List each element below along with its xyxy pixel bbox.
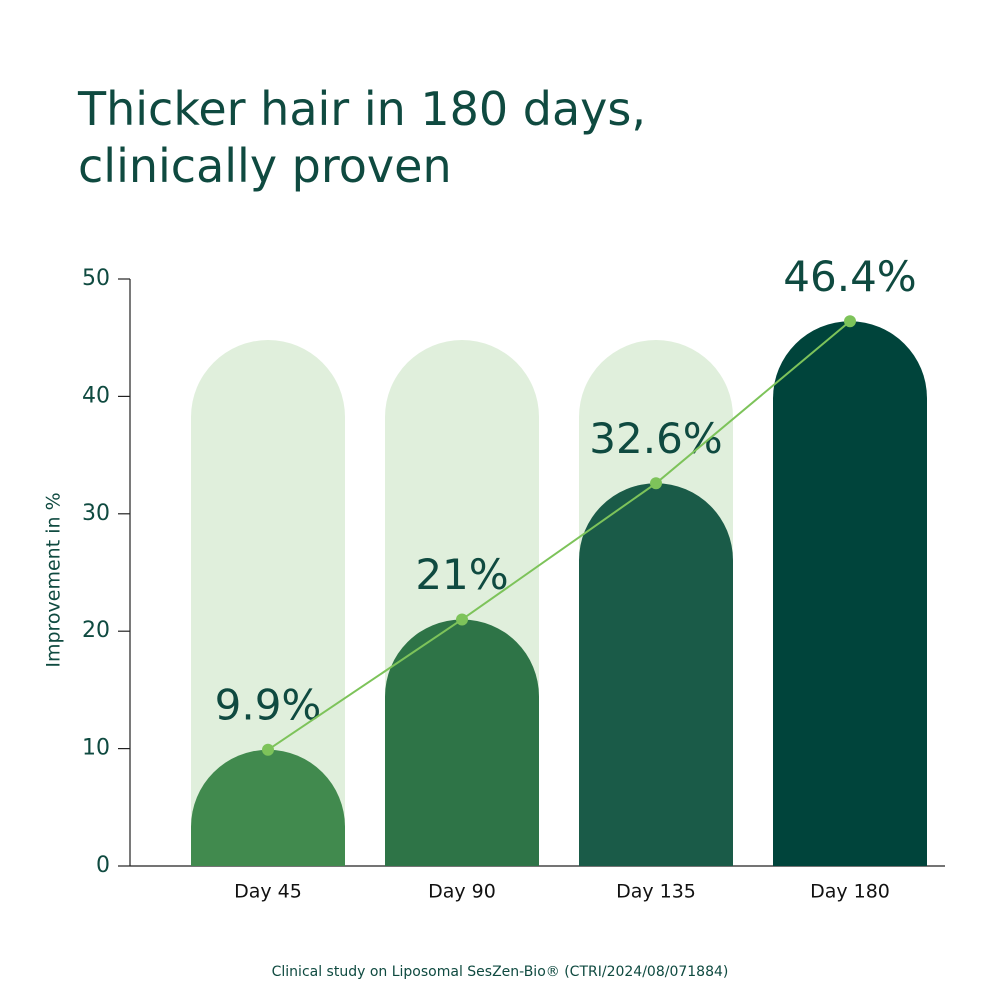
footnote: Clinical study on Liposomal SesZen-Bio® …: [272, 964, 729, 980]
bar-track: [191, 340, 345, 866]
y-tick-label: 10: [82, 736, 110, 761]
y-tick-label: 0: [96, 853, 110, 878]
trend-dot: [262, 743, 274, 756]
value-label: 9.9%: [215, 680, 322, 729]
value-label: 46.4%: [783, 252, 916, 301]
trend-dot: [456, 613, 468, 626]
x-tick-label: Day 45: [234, 881, 302, 903]
y-tick-label: 30: [82, 501, 110, 526]
value-label: 32.6%: [589, 414, 722, 463]
trend-dot: [650, 477, 662, 490]
bar: [191, 749, 345, 866]
bar: [385, 619, 539, 866]
y-tick-label: 50: [82, 266, 110, 291]
chart-title: Thicker hair in 180 days,: [77, 82, 646, 136]
trend-dot: [844, 315, 856, 328]
bar: [773, 321, 927, 866]
y-axis-label: Improvement in %: [43, 492, 65, 667]
value-label: 21%: [415, 550, 508, 599]
x-tick-label: Day 180: [810, 881, 890, 903]
trend-line: [267, 320, 851, 751]
x-tick-label: Day 135: [616, 881, 696, 903]
bar: [579, 483, 733, 866]
x-tick-label: Day 90: [428, 881, 496, 903]
chart-title: clinically proven: [78, 139, 452, 193]
y-tick-label: 40: [82, 383, 110, 408]
y-tick-label: 20: [82, 618, 110, 643]
